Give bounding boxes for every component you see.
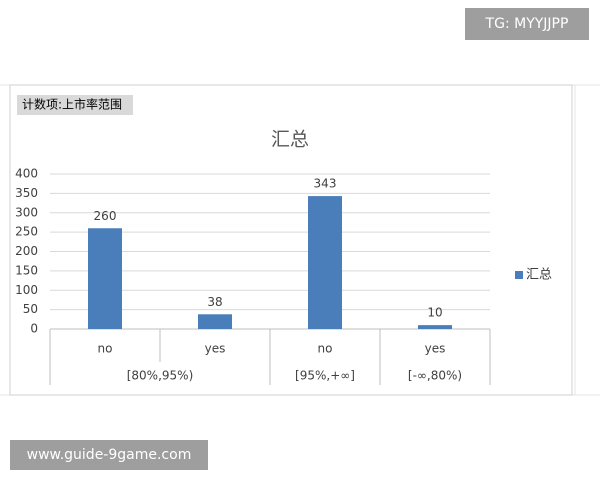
bar (308, 196, 342, 329)
field-button[interactable] (17, 95, 133, 115)
x-tick-label: yes (205, 342, 226, 356)
chart-title: 汇总 (271, 129, 309, 151)
data-label: 38 (207, 295, 222, 309)
y-tick-label: 150 (15, 263, 38, 277)
group-label: [-∞,80%) (408, 369, 462, 383)
group-label: [95%,+∞] (295, 369, 355, 383)
watermark-box (465, 8, 589, 40)
y-tick-label: 50 (23, 302, 38, 316)
bar (418, 325, 452, 329)
y-tick-label: 250 (15, 225, 38, 239)
bar (198, 314, 232, 329)
x-tick-label: no (98, 342, 113, 356)
data-label: 260 (94, 209, 117, 223)
group-label: [80%,95%) (127, 369, 194, 383)
y-tick-label: 400 (15, 167, 38, 181)
bar (88, 228, 122, 329)
y-tick-label: 200 (15, 244, 38, 258)
data-label: 343 (314, 177, 337, 191)
data-label: 10 (427, 306, 442, 320)
field-button-label[interactable]: 计数项:上市率范围 (22, 97, 122, 112)
y-tick-label: 300 (15, 205, 38, 219)
x-tick-label: yes (425, 342, 446, 356)
y-tick-label: 350 (15, 186, 38, 200)
watermark: TG: MYYJJPP (485, 16, 569, 32)
legend-label: 汇总 (526, 268, 552, 283)
watermark: www.guide-9game.com (27, 447, 192, 463)
y-tick-label: 0 (30, 322, 38, 336)
legend-swatch (515, 271, 523, 279)
y-tick-label: 100 (15, 283, 38, 297)
x-tick-label: no (318, 342, 333, 356)
watermark-box (10, 440, 208, 470)
